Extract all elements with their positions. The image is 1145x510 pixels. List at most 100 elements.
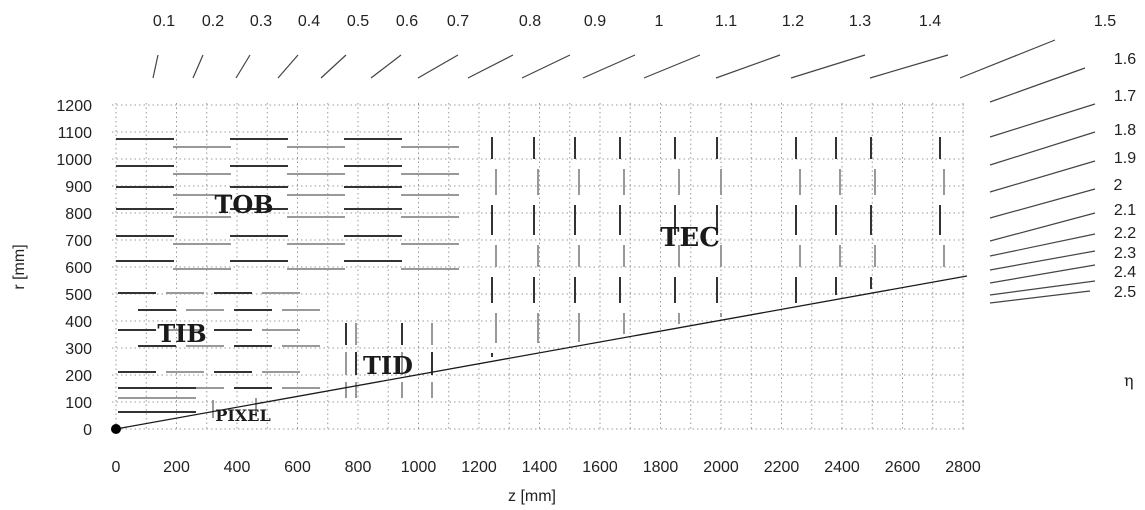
eta-value-label: 1.1 <box>715 13 737 30</box>
x-tick-label: 2000 <box>703 459 739 476</box>
eta-value-label: 0.2 <box>202 13 224 30</box>
eta-value-label: 1.2 <box>782 13 804 30</box>
x-tick-label: 1000 <box>401 459 437 476</box>
y-tick-label: 600 <box>65 260 92 277</box>
y-tick-label: 700 <box>65 233 92 250</box>
x-tick-label: 200 <box>163 459 190 476</box>
eta-line <box>715 54 781 79</box>
y-tick-label: 200 <box>65 368 92 385</box>
eta-line <box>235 54 251 79</box>
eta-line <box>320 54 347 79</box>
eta-line <box>989 188 1096 219</box>
tob-modules <box>116 138 459 270</box>
region-label-pixel: PIXEL <box>215 406 270 425</box>
eta-line <box>869 54 949 79</box>
y-tick-label: 300 <box>65 341 92 358</box>
eta-line <box>989 67 1086 103</box>
eta-value-label: 1.4 <box>919 13 941 30</box>
eta-value-label: 0.1 <box>153 13 175 30</box>
eta-line <box>989 160 1096 193</box>
eta-value-label: 1 <box>655 13 664 30</box>
interaction-point-marker <box>111 424 121 434</box>
eta-line <box>192 54 204 79</box>
x-tick-label: 800 <box>345 459 372 476</box>
eta-line <box>277 54 299 79</box>
eta-line <box>152 54 159 79</box>
x-tick-label: 1400 <box>522 459 558 476</box>
x-tick-label: 2200 <box>764 459 800 476</box>
eta-line <box>989 250 1096 271</box>
y-tick-label: 400 <box>65 314 92 331</box>
eta-value-label: 1.7 <box>1114 88 1136 105</box>
eta-line <box>989 103 1096 138</box>
eta-line <box>521 54 571 79</box>
region-label-tib: TIB <box>157 319 206 348</box>
eta-line <box>643 54 701 79</box>
eta-line <box>959 39 1056 79</box>
eta-value-label: 2.2 <box>1114 225 1136 242</box>
eta-value-label: 1.3 <box>849 13 871 30</box>
y-axis-tick-labels: 0 100 200 300 400 500 600 700 800 900 1000 1100 1200 <box>56 98 92 439</box>
region-label-tob: TOB <box>214 190 273 219</box>
eta-symbol-label: η <box>1124 371 1134 390</box>
eta-line <box>989 290 1091 304</box>
detector-modules <box>116 137 945 418</box>
x-tick-label: 2400 <box>824 459 860 476</box>
eta-line <box>467 54 514 79</box>
x-tick-label: 1800 <box>643 459 679 476</box>
x-tick-label: 1200 <box>461 459 497 476</box>
x-tick-label: 2600 <box>885 459 921 476</box>
eta-value-label: 0.9 <box>584 13 606 30</box>
eta-line <box>370 54 402 79</box>
eta-value-label: 0.7 <box>447 13 469 30</box>
eta-line <box>989 131 1096 166</box>
y-tick-label: 900 <box>65 179 92 196</box>
eta-line <box>989 280 1096 296</box>
y-tick-label: 0 <box>83 422 92 439</box>
eta-value-label: 2.4 <box>1114 264 1136 281</box>
eta-line <box>417 54 459 79</box>
y-tick-label: 100 <box>65 395 92 412</box>
eta-line <box>989 212 1096 242</box>
y-tick-label: 800 <box>65 206 92 223</box>
y-tick-label: 1200 <box>56 98 92 115</box>
eta-value-label: 2.5 <box>1114 284 1136 301</box>
y-axis-title: r [mm] <box>11 244 28 289</box>
eta-value-label: 0.3 <box>250 13 272 30</box>
eta-value-label: 0.4 <box>298 13 320 30</box>
eta-lines <box>152 39 1096 304</box>
region-label-tid: TID <box>363 351 413 380</box>
x-axis-title: z [mm] <box>508 488 556 505</box>
eta-boundary-line <box>115 275 968 430</box>
eta-value-label: 0.6 <box>396 13 418 30</box>
x-tick-label: 600 <box>284 459 311 476</box>
eta-line <box>989 264 1096 284</box>
eta-line <box>582 54 636 79</box>
eta-value-label: 0.5 <box>347 13 369 30</box>
tid-modules <box>345 323 433 398</box>
eta-value-label: 1.9 <box>1114 150 1136 167</box>
x-tick-label: 2800 <box>945 459 981 476</box>
y-tick-label: 500 <box>65 287 92 304</box>
x-tick-label: 400 <box>224 459 251 476</box>
eta-value-label: 2 <box>1114 177 1123 194</box>
eta-value-label: 1.5 <box>1094 13 1116 30</box>
eta-line <box>989 233 1096 257</box>
eta-labels: 0.1 0.2 0.3 0.4 0.5 0.6 0.7 0.8 0.9 1 1.1 1.2 1.3 1.4… <box>153 13 1136 301</box>
tec-modules <box>491 137 945 357</box>
pixel-modules <box>118 387 257 418</box>
y-tick-label: 1000 <box>56 152 92 169</box>
eta-value-label: 2.3 <box>1114 245 1136 262</box>
eta-value-label: 1.6 <box>1114 51 1136 68</box>
eta-value-label: 2.1 <box>1114 202 1136 219</box>
eta-value-label: 1.8 <box>1114 122 1136 139</box>
y-tick-label: 1100 <box>58 125 93 142</box>
tib-modules <box>118 292 320 389</box>
x-tick-label: 0 <box>112 459 121 476</box>
region-label-tec: TEC <box>660 223 720 253</box>
plot-grid <box>112 103 967 431</box>
x-axis-tick-labels: 0 200 400 600 800 1000 1200 1400 1600 1800 2000 220… <box>112 459 981 476</box>
x-tick-label: 1600 <box>582 459 618 476</box>
eta-line <box>790 54 866 79</box>
